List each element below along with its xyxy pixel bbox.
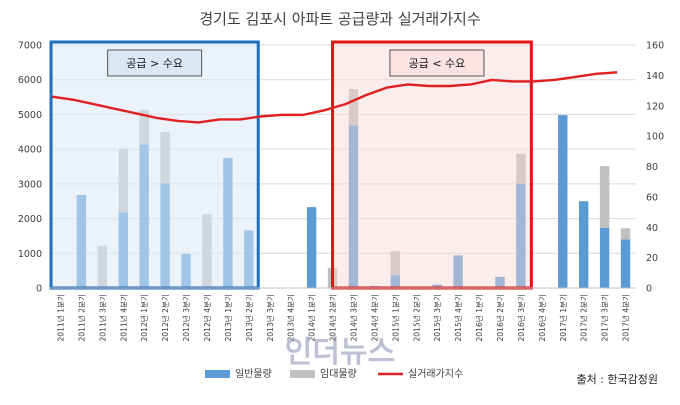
legend-swatch (290, 370, 315, 378)
y-right-tick-label: 60 (646, 192, 658, 203)
x-tick-label: 2011년 1분기 (55, 294, 65, 342)
x-tick-label: 2011년 4분기 (118, 294, 128, 342)
chart-title: 경기도 김포시 아파트 공급량과 실거래가지수 (199, 10, 480, 28)
y-left-tick-label: 0 (36, 284, 42, 295)
x-tick-label: 2012년 3분기 (181, 294, 191, 342)
bar-general-supply (348, 125, 359, 288)
source-note: 출처 : 한국감정원 (576, 373, 658, 386)
annotation-right-label: 공급 < 수요 (409, 57, 466, 70)
x-tick-label: 2015년 4분기 (453, 294, 463, 342)
bar-rental-supply (348, 89, 359, 126)
x-tick-label: 2015년 2분기 (411, 294, 421, 342)
y-right-tick-label: 20 (646, 253, 658, 264)
y-right-tick-label: 140 (646, 71, 664, 82)
x-tick-label: 2016년 2분기 (495, 294, 505, 342)
x-tick-label: 2017년 4분기 (621, 294, 631, 342)
x-tick-label: 2017년 1분기 (558, 294, 568, 342)
y-right-tick-label: 160 (646, 41, 664, 52)
y-left-tick-label: 6000 (18, 75, 42, 86)
x-tick-label: 2016년 4분기 (537, 294, 547, 342)
legend-label: 실거래가지수 (408, 368, 463, 380)
bar-general-supply (516, 183, 526, 288)
bar-general-supply (558, 115, 568, 288)
watermark-logo: 인더뉴스 (285, 335, 395, 370)
supply-over-demand-box (49, 40, 260, 290)
bar-rental-supply (620, 228, 631, 240)
x-tick-label: 2011년 2분기 (76, 294, 86, 342)
bar-general-supply (432, 284, 442, 288)
y-left-tick-label: 2000 (18, 214, 42, 225)
legend-swatch (205, 370, 230, 378)
y-right-tick-label: 120 (646, 101, 664, 112)
supply-under-demand-box (331, 40, 533, 290)
y-left-tick-label: 1000 (18, 249, 42, 260)
legend-label: 임대물량 (320, 367, 357, 380)
bar-rental-supply (599, 166, 610, 228)
x-tick-label: 2013년 4분기 (286, 294, 296, 342)
bar-rental-supply (390, 251, 401, 276)
bar-general-supply (578, 201, 589, 288)
bar-general-supply (495, 276, 505, 288)
x-tick-label: 2013년 3분기 (265, 294, 275, 342)
x-tick-label: 2012년 4분기 (202, 294, 212, 342)
y-left-tick-label: 3000 (18, 179, 42, 190)
y-right-tick-label: 0 (646, 284, 652, 295)
y-right-tick-label: 40 (646, 223, 658, 234)
x-tick-label: 2014년 3분기 (348, 294, 358, 342)
annotation-left-label: 공급 > 수요 (126, 57, 183, 70)
y-right-tick-label: 80 (646, 162, 658, 173)
x-tick-label: 2016년 3분기 (516, 294, 526, 342)
annotation-pill (107, 49, 203, 77)
bar-general-supply (620, 239, 631, 288)
y-right-tick-label: 100 (646, 132, 664, 143)
annotation-pill (389, 49, 485, 77)
x-tick-label: 2012년 1분기 (139, 294, 149, 342)
x-tick-label: 2014년 4분기 (369, 294, 379, 342)
x-tick-label: 2015년 1분기 (390, 294, 400, 342)
x-tick-label: 2017년 2분기 (579, 294, 589, 342)
x-tick-label: 2014년 1분기 (307, 294, 317, 342)
bar-rental-supply (516, 153, 526, 184)
x-tick-label: 2012년 2분기 (160, 294, 170, 342)
x-tick-label: 2011년 3분기 (97, 294, 107, 342)
x-tick-label: 2013년 2분기 (244, 294, 254, 342)
bar-general-supply (599, 227, 610, 288)
bar-general-supply (306, 207, 317, 288)
x-tick-label: 2013년 1분기 (223, 294, 233, 342)
y-left-tick-label: 7000 (18, 41, 42, 52)
x-tick-label: 2015년 3분기 (432, 294, 442, 342)
bar-general-supply (390, 275, 401, 288)
x-tick-label: 2017년 3분기 (600, 294, 610, 342)
bar-general-supply (453, 255, 463, 288)
price-index-line (51, 71, 618, 124)
legend-label: 일반물량 (235, 368, 272, 380)
y-left-tick-label: 5000 (18, 110, 42, 121)
x-tick-label: 2016년 1분기 (474, 294, 484, 342)
y-left-tick-label: 4000 (18, 145, 42, 156)
x-tick-label: 2014년 2분기 (328, 294, 338, 342)
